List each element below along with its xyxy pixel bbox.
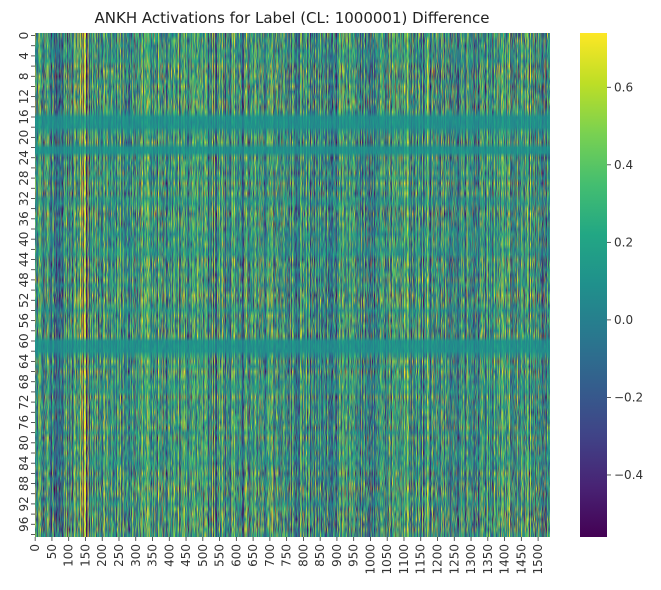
x-tick-label: 1450 <box>514 544 528 575</box>
x-tick-label: 400 <box>162 544 176 567</box>
x-axis: 0 50 100 150 200 250 300 350 400 450 500 550 600 650 7… <box>28 537 545 575</box>
x-tick-label: 1300 <box>464 544 478 575</box>
colorbar-tick-label: −0.4 <box>614 468 643 482</box>
heatmap-cells <box>35 33 550 537</box>
y-tick-label: 28 <box>17 170 31 185</box>
colorbar-tick-label: 0.6 <box>614 80 633 94</box>
x-tick-label: 600 <box>229 544 243 567</box>
y-tick-label: 20 <box>17 130 31 145</box>
x-tick-label: 1150 <box>414 544 428 575</box>
x-tick-label: 0 <box>28 544 42 552</box>
colorbar-tick-label: −0.2 <box>614 390 643 404</box>
y-tick-label: 64 <box>17 354 31 369</box>
y-axis: 0481216202428323640444852566064687276808… <box>17 32 35 535</box>
y-tick-label: 80 <box>17 435 31 450</box>
y-tick-label: 76 <box>17 415 31 430</box>
chart-title: ANKH Activations for Label (CL: 1000001)… <box>95 9 490 27</box>
x-tick-label: 1050 <box>380 544 394 575</box>
colorbar: 0.6 0.4 0.2 0.0 −0.2 −0.4 <box>580 33 643 537</box>
x-tick-label: 200 <box>95 544 109 567</box>
x-tick-label: 1500 <box>531 544 545 575</box>
y-tick-label: 68 <box>17 374 31 389</box>
y-tick-label: 0 <box>17 32 31 40</box>
y-tick-label: 92 <box>17 496 31 511</box>
x-tick-label: 250 <box>112 544 126 567</box>
x-tick-label: 50 <box>45 544 59 559</box>
colorbar-ticks: 0.6 0.4 0.2 0.0 −0.2 −0.4 <box>607 80 643 482</box>
x-tick-label: 100 <box>62 544 76 567</box>
y-tick-label: 8 <box>17 72 31 80</box>
y-tick-label: 88 <box>17 476 31 491</box>
y-tick-label: 60 <box>17 333 31 348</box>
y-tick-label: 12 <box>17 89 31 104</box>
y-tick-label: 72 <box>17 394 31 409</box>
x-tick-label: 1350 <box>481 544 495 575</box>
y-tick-label: 48 <box>17 272 31 287</box>
x-tick-label: 700 <box>263 544 277 567</box>
y-tick-label: 56 <box>17 313 31 328</box>
x-tick-label: 650 <box>246 544 260 567</box>
y-tick-label: 24 <box>17 150 31 165</box>
y-tick-label: 44 <box>17 252 31 267</box>
x-tick-label: 1250 <box>447 544 461 575</box>
x-tick-label: 350 <box>146 544 160 567</box>
y-tick-label: 52 <box>17 293 31 308</box>
y-tick-label: 32 <box>17 191 31 206</box>
y-tick-label: 40 <box>17 232 31 247</box>
x-tick-label: 500 <box>196 544 210 567</box>
x-tick-label: 300 <box>129 544 143 567</box>
y-tick-label: 36 <box>17 211 31 226</box>
x-tick-label: 1400 <box>498 544 512 575</box>
x-tick-label: 550 <box>213 544 227 567</box>
y-tick-label: 16 <box>17 109 31 124</box>
colorbar-tick-label: 0.0 <box>614 313 633 327</box>
y-tick-label: 4 <box>17 52 31 60</box>
x-tick-label: 150 <box>78 544 92 567</box>
heatmap <box>35 33 550 537</box>
y-tick-label: 96 <box>17 517 31 532</box>
x-tick-label: 950 <box>347 544 361 567</box>
x-tick-label: 850 <box>313 544 327 567</box>
x-tick-label: 1100 <box>397 544 411 575</box>
x-tick-label: 750 <box>280 544 294 567</box>
y-tick-label: 84 <box>17 456 31 471</box>
colorbar-gradient <box>580 33 607 537</box>
x-tick-label: 900 <box>330 544 344 567</box>
x-tick-label: 450 <box>179 544 193 567</box>
x-tick-label: 1200 <box>431 544 445 575</box>
colorbar-tick-label: 0.4 <box>614 158 633 172</box>
colorbar-tick-label: 0.2 <box>614 235 633 249</box>
x-tick-label: 1000 <box>363 544 377 575</box>
x-tick-label: 800 <box>296 544 310 567</box>
